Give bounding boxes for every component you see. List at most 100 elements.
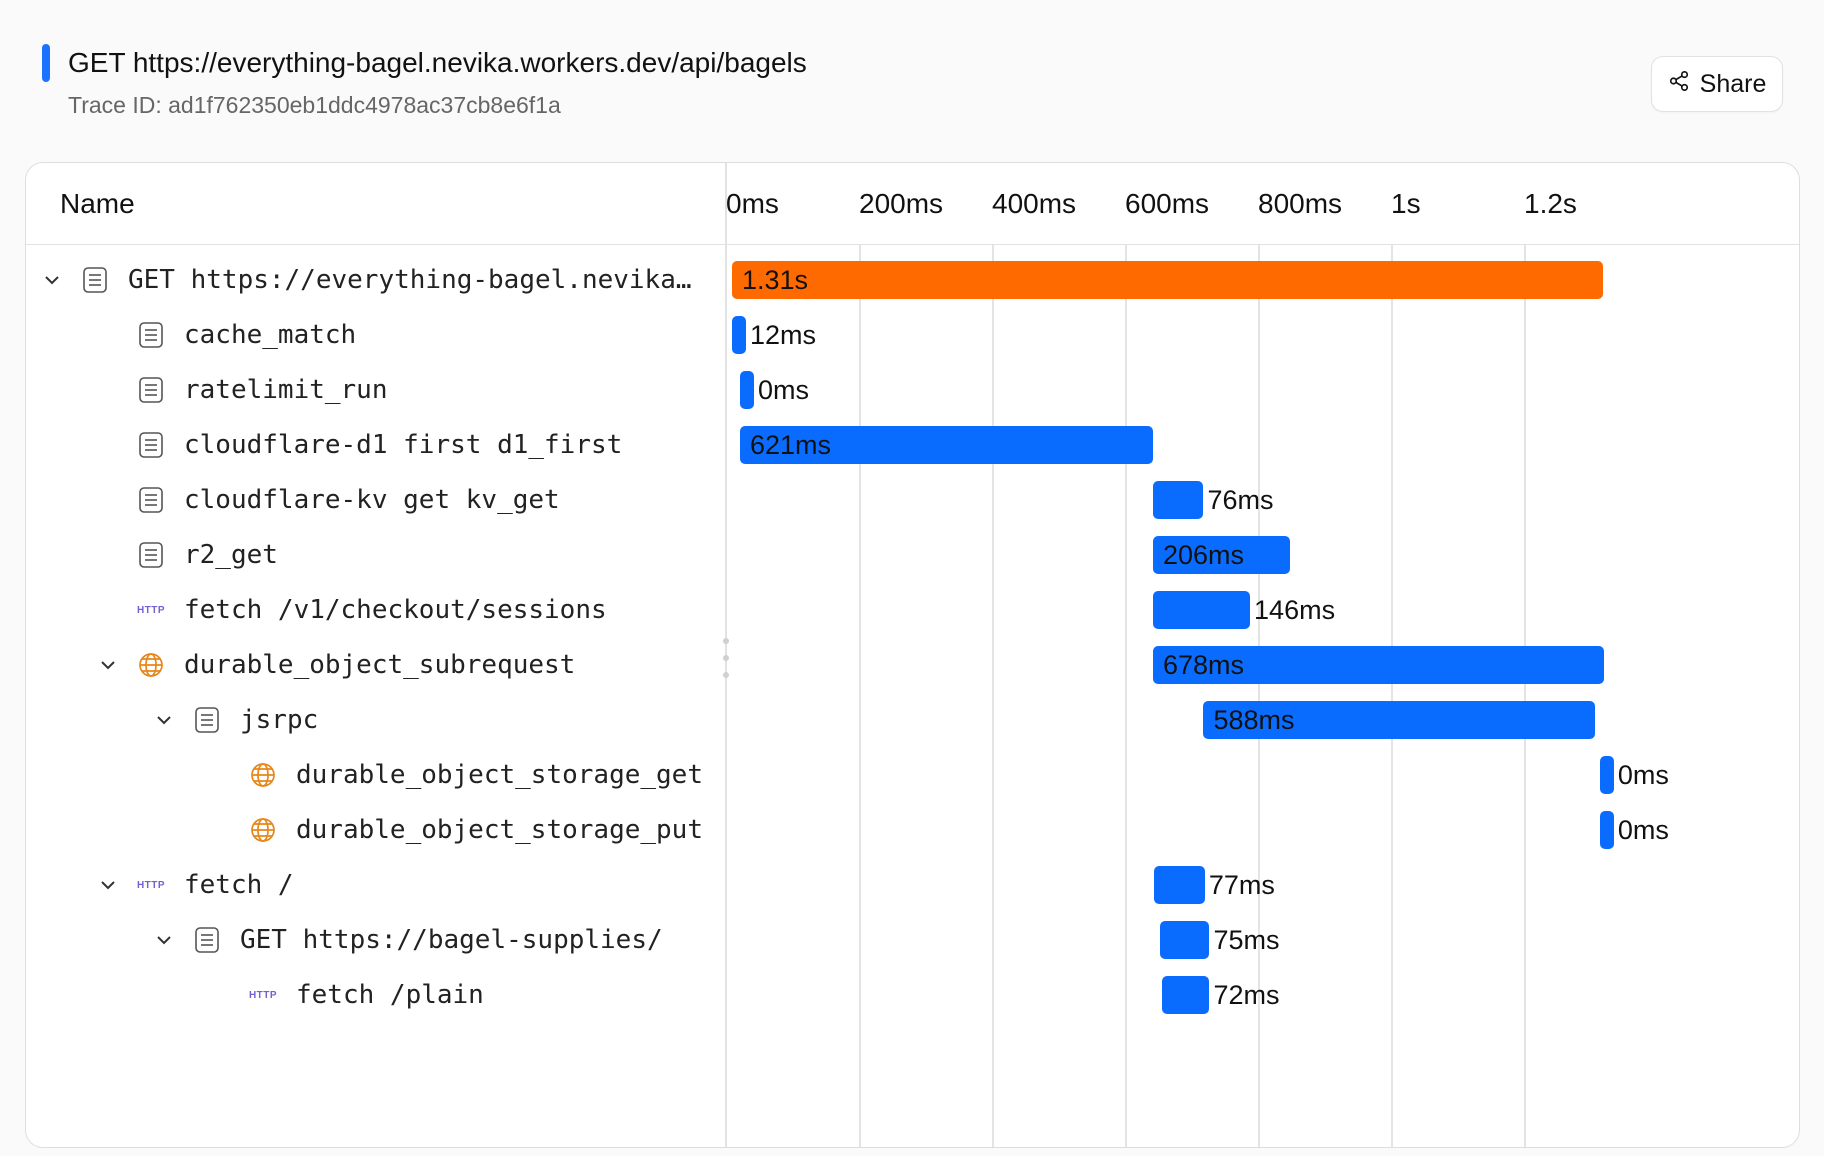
span-name: r2_get — [184, 540, 278, 570]
span-duration: 72ms — [1213, 980, 1280, 1010]
root-span-bar[interactable] — [732, 261, 1604, 299]
span-name-cell: r2_get — [94, 523, 716, 587]
span-duration: 76ms — [1207, 485, 1274, 515]
globe-icon — [248, 760, 278, 790]
span-bar[interactable] — [1599, 811, 1614, 849]
trace-header: GET https://everything-bagel.nevika.work… — [40, 40, 1800, 130]
timeline-gridline — [1125, 245, 1127, 1147]
span-row[interactable]: cloudflare-d1 first d1_first 621ms — [26, 413, 1799, 477]
document-icon — [136, 375, 166, 405]
span-duration: 0ms — [1617, 760, 1669, 790]
timeline-tick-label: 1s — [1391, 188, 1421, 219]
span-name: durable_object_storage_put — [296, 815, 703, 845]
span-bar[interactable] — [1152, 646, 1604, 684]
timeline-tick-label: 400ms — [992, 188, 1077, 219]
globe-icon — [248, 815, 278, 845]
span-name-cell: ratelimit_run — [94, 358, 716, 422]
globe-icon — [136, 650, 166, 680]
span-bar[interactable] — [1153, 866, 1205, 904]
span-duration: 0ms — [1617, 815, 1669, 845]
span-name: jsrpc — [240, 705, 319, 735]
http-icon: HTTP — [136, 879, 166, 891]
span-bar[interactable] — [1152, 536, 1290, 574]
span-row[interactable]: durable_object_subrequest 678ms — [26, 633, 1799, 697]
http-icon: HTTP — [136, 604, 166, 616]
span-bar[interactable] — [1599, 756, 1614, 794]
timeline-gridline — [1258, 245, 1260, 1147]
span-name-cell: GET https://everything-bagel.nevika… — [38, 248, 716, 312]
span-row[interactable]: GET https://bagel-supplies/75ms — [26, 908, 1799, 972]
span-name: cache_match — [184, 320, 357, 350]
span-row[interactable]: r2_get 206ms — [26, 523, 1799, 587]
document-icon — [192, 925, 222, 955]
span-row[interactable]: HTTP fetch /v1/checkout/sessions 146ms — [26, 578, 1799, 642]
span-name-cell: cache_match — [94, 303, 716, 367]
trace-waterfall-panel: Name 0ms 200ms 400ms 600ms 800ms 1s 1.2s GET h… — [25, 162, 1800, 1148]
document-icon — [80, 265, 110, 295]
span-row[interactable]: durable_object_storage_get 0ms — [26, 743, 1799, 807]
timeline-tick-label: 0ms — [726, 188, 779, 219]
span-row[interactable]: HTTP fetch / 77ms — [26, 853, 1799, 917]
share-icon — [1668, 70, 1690, 99]
span-name: fetch /v1/checkout/sessions — [184, 595, 607, 625]
span-duration: 12ms — [750, 320, 817, 350]
chevron-down-icon[interactable] — [150, 926, 178, 954]
span-name: GET https://bagel-supplies/ — [240, 925, 663, 955]
span-name: ratelimit_run — [184, 375, 388, 405]
span-bar[interactable] — [732, 316, 746, 354]
span-name-cell: HTTP fetch /v1/checkout/sessions — [94, 578, 716, 642]
chevron-down-icon[interactable] — [94, 871, 122, 899]
column-resize-handle[interactable] — [721, 638, 731, 678]
span-row[interactable]: durable_object_storage_put 0ms — [26, 798, 1799, 862]
span-duration: 206ms — [1162, 540, 1244, 570]
span-name-cell: cloudflare-d1 first d1_first — [94, 413, 716, 477]
span-duration: 588ms — [1213, 705, 1295, 735]
timeline-tick-label: 800ms — [1258, 188, 1343, 219]
span-duration: 678ms — [1162, 650, 1244, 680]
span-row[interactable]: GET https://everything-bagel.nevika… 1.31… — [26, 248, 1799, 312]
span-bar[interactable] — [1161, 976, 1210, 1014]
span-row[interactable]: HTTP fetch /plain 72ms — [26, 963, 1799, 1027]
timeline-gridline — [1524, 245, 1526, 1147]
span-row[interactable]: jsrpc 588ms — [26, 688, 1799, 752]
span-name-cell: cloudflare-kv get kv_get — [94, 468, 716, 532]
document-icon — [136, 540, 166, 570]
span-bar[interactable] — [1152, 481, 1204, 519]
span-duration: 0ms — [757, 375, 809, 405]
span-name-cell: durable_object_storage_get — [206, 743, 716, 807]
document-icon — [192, 705, 222, 735]
page-title: GET https://everything-bagel.nevika.work… — [68, 47, 807, 78]
span-name-cell: HTTP fetch / — [94, 853, 716, 917]
document-icon — [136, 485, 166, 515]
timeline-gridline — [859, 245, 861, 1147]
share-button[interactable]: Share — [1651, 56, 1783, 112]
span-bar[interactable] — [1203, 701, 1595, 739]
document-icon — [136, 320, 166, 350]
span-duration: 75ms — [1213, 925, 1280, 955]
name-column-header: Name — [60, 188, 135, 219]
chevron-down-icon[interactable] — [38, 266, 66, 294]
timeline-tick-label: 200ms — [859, 188, 944, 219]
chevron-down-icon[interactable] — [150, 706, 178, 734]
span-name-cell: durable_object_storage_put — [206, 798, 716, 862]
span-bar[interactable] — [1152, 591, 1251, 629]
span-name-cell: jsrpc — [150, 688, 716, 752]
title-accent-bar — [42, 44, 50, 82]
span-row[interactable]: ratelimit_run 0ms — [26, 358, 1799, 422]
span-name: fetch / — [184, 870, 294, 900]
span-bar[interactable] — [739, 371, 754, 409]
span-bar[interactable] — [1159, 921, 1210, 959]
chevron-down-icon[interactable] — [94, 651, 122, 679]
span-duration: 77ms — [1208, 870, 1275, 900]
span-name: GET https://everything-bagel.nevika… — [128, 265, 692, 295]
span-row[interactable]: cache_match 12ms — [26, 303, 1799, 367]
timeline-gridline — [992, 245, 994, 1147]
span-name: durable_object_storage_get — [296, 760, 703, 790]
span-bar[interactable] — [739, 426, 1153, 464]
span-row[interactable]: cloudflare-kv get kv_get 76ms — [26, 468, 1799, 532]
timeline-tick-label: 600ms — [1125, 188, 1210, 219]
span-name: cloudflare-kv get kv_get — [184, 485, 560, 515]
document-icon — [136, 430, 166, 460]
span-name: durable_object_subrequest — [184, 650, 576, 680]
span-name-cell: GET https://bagel-supplies/ — [150, 908, 716, 972]
